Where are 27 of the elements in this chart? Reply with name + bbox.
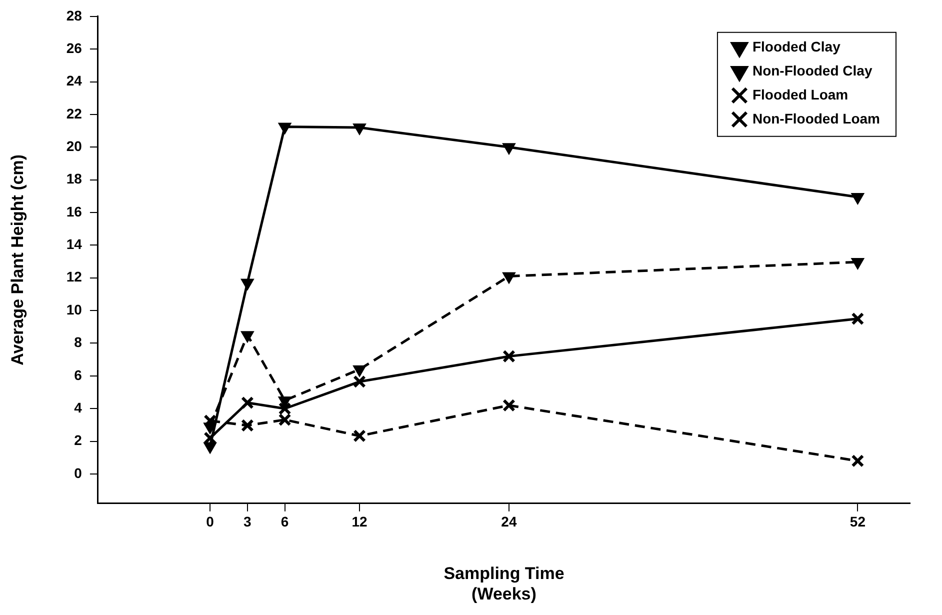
x-tick-label: 24: [501, 514, 517, 530]
y-tick-label: 24: [66, 72, 82, 89]
y-tick-label: 16: [66, 203, 82, 220]
y-tick-label: 22: [66, 105, 82, 122]
x-axis-title: Sampling Time (Weeks): [444, 564, 564, 604]
y-tick-label: 12: [66, 268, 82, 285]
y-tick-label: 20: [66, 138, 82, 154]
x-tick-label: 52: [850, 514, 866, 530]
legend-label: Non-Flooded Loam: [752, 110, 880, 126]
x-tick-label: 3: [244, 514, 252, 530]
y-tick-label: 6: [74, 366, 82, 383]
legend-label: Non-Flooded Clay: [752, 62, 872, 78]
y-axis-title: Average Plant Height (cm): [8, 154, 27, 366]
y-tick-label: 26: [66, 40, 82, 56]
x-tick-label: 6: [280, 514, 289, 530]
y-tick-label: 2: [74, 432, 82, 448]
y-tick-label: 0: [74, 464, 82, 481]
y-tick-label: 18: [66, 170, 82, 187]
x-tick-label: 12: [352, 514, 368, 530]
y-tick-label: 28: [66, 7, 82, 24]
y-tick-label: 14: [66, 236, 82, 252]
y-tick-label: 10: [66, 301, 82, 318]
x-tick-label: 0: [206, 514, 214, 530]
legend-label: Flooded Clay: [752, 38, 841, 54]
y-tick-label: 8: [74, 334, 82, 350]
y-tick-label: 4: [74, 399, 82, 416]
legend-label: Flooded Loam: [752, 86, 848, 102]
